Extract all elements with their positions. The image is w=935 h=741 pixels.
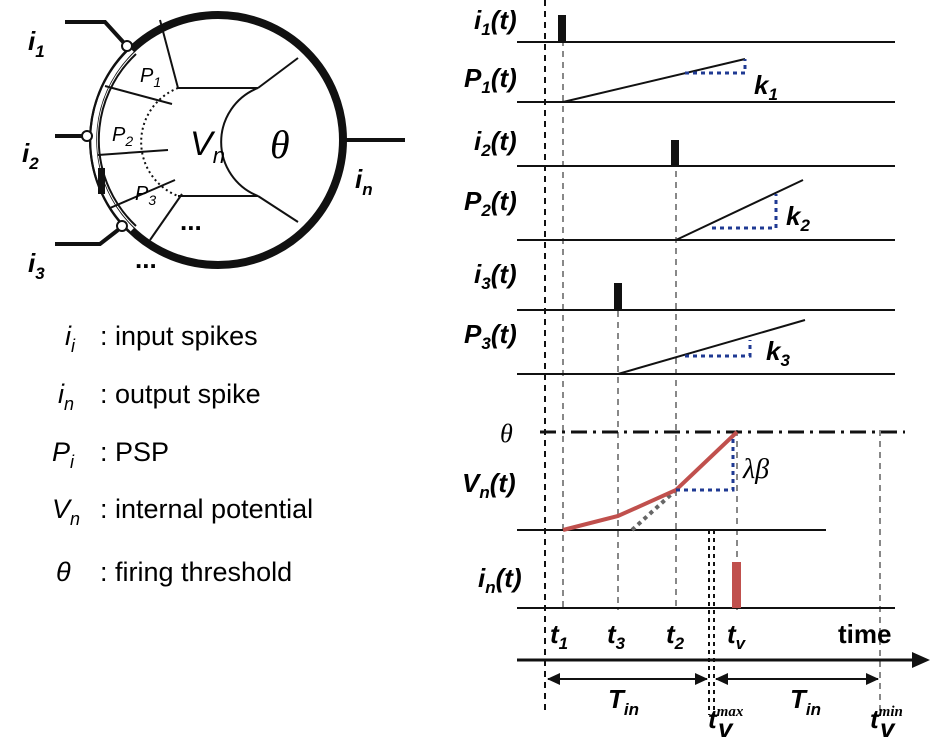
theta-compartment-edge xyxy=(220,87,259,197)
vn-dotted-arc xyxy=(140,87,179,197)
k1-label: k1 xyxy=(754,70,778,104)
tin-span-2-right-arrow-icon xyxy=(866,673,879,685)
tvmin-sub: v xyxy=(880,713,896,741)
ellipsis-outer: ... xyxy=(135,244,157,274)
time-label: time xyxy=(838,619,891,649)
k3-label: k3 xyxy=(766,336,790,370)
tvmin-label: tmin xyxy=(870,704,903,734)
legend-text: : internal potential xyxy=(100,494,313,524)
tick-tv: tv xyxy=(727,619,747,653)
legend-symbol: in xyxy=(58,379,74,414)
tin-label-2: Tin xyxy=(790,684,821,719)
psp-1-label: P1 xyxy=(140,65,161,90)
row-label-i1: i1(t) xyxy=(474,5,517,39)
row-label-vn: Vn(t) xyxy=(462,468,516,502)
tvmax-label: tmax xyxy=(708,704,744,734)
neuron-input-arc-mask xyxy=(91,48,134,232)
input-1-line xyxy=(65,20,127,46)
vn-extension-guide xyxy=(630,488,678,532)
tin-span-1-left-arrow-icon xyxy=(547,673,560,685)
legend-text: : firing threshold xyxy=(100,557,292,587)
psp-2-label: P2 xyxy=(112,124,133,149)
theta-divider-top xyxy=(257,57,299,89)
output-spike xyxy=(732,562,741,608)
p1-slope-guide xyxy=(685,59,747,75)
legend-item: ii : input spikes xyxy=(65,321,258,356)
row-label-p1: P1(t) xyxy=(464,63,517,97)
lambda-beta-label: λβ xyxy=(742,454,769,485)
psp-divider-3 xyxy=(109,179,176,209)
vn-label: Vn xyxy=(190,125,225,168)
row-label-in: in(t) xyxy=(478,563,522,597)
tin-label-1: Tin xyxy=(608,684,639,719)
input-1-label: i1 xyxy=(28,26,45,61)
psp-divider-1 xyxy=(104,85,173,105)
theta-label: θ xyxy=(270,122,290,167)
tin-span-2-left-arrow-icon xyxy=(715,673,728,685)
neuron-arc-mark xyxy=(98,168,105,194)
legend-text: : input spikes xyxy=(100,321,258,351)
row-label-i3: i3(t) xyxy=(474,259,517,293)
tick-t1: t1 xyxy=(550,619,568,653)
legend: ii : input spikes in : output spike Pi :… xyxy=(52,321,313,587)
k2-label: k2 xyxy=(786,201,810,235)
legend-symbol: θ xyxy=(56,557,71,587)
legend-text: : output spike xyxy=(100,379,261,409)
tvmax-sub: v xyxy=(718,713,734,741)
tick-t2: t2 xyxy=(666,619,685,653)
tick-t3: t3 xyxy=(607,619,626,653)
row-label-p2: P2(t) xyxy=(464,186,517,220)
time-axis-arrow-icon xyxy=(912,652,930,668)
p3-ramp xyxy=(617,319,806,375)
timing-diagram: i1(t) P1(t) i2(t) P2(t) i3(t) P3(t) Vn(t… xyxy=(462,0,930,741)
neuron-schematic: i1 i2 i3 in P1 P2 P3 Vn θ ... ... xyxy=(22,11,405,283)
input-3-line xyxy=(55,228,120,246)
synapse-3-icon xyxy=(116,220,128,232)
ellipsis-inner: ... xyxy=(180,206,202,236)
i1-spike xyxy=(558,15,566,42)
psp-divider-0 xyxy=(159,19,179,89)
p3-slope-guide xyxy=(685,340,752,358)
tin-span-1-right-arrow-icon xyxy=(695,673,708,685)
legend-item: Vn : internal potential xyxy=(52,494,313,529)
p2-ramp xyxy=(675,179,804,241)
psp-divider-2 xyxy=(97,149,169,156)
theta-divider-bottom xyxy=(257,195,299,223)
p1-ramp xyxy=(562,58,746,103)
i3-spike xyxy=(614,283,622,310)
legend-item: Pi : PSP xyxy=(52,437,169,472)
synapse-2-icon xyxy=(81,130,93,142)
threshold-label: θ xyxy=(500,419,513,448)
legend-symbol: Vn xyxy=(52,494,80,529)
row-label-i2: i2(t) xyxy=(474,126,517,160)
legend-item: in : output spike xyxy=(58,379,261,414)
synapse-1-icon xyxy=(121,40,133,52)
input-3-label: i3 xyxy=(28,248,45,283)
legend-item: θ : firing threshold xyxy=(56,557,292,587)
legend-symbol: ii xyxy=(65,321,76,356)
p2-slope-guide xyxy=(712,194,778,230)
i2-spike xyxy=(671,140,679,166)
row-label-p3: P3(t) xyxy=(464,319,517,353)
psp-3-label: P3 xyxy=(135,183,156,208)
vn-slope-guide xyxy=(676,436,735,492)
legend-symbol: Pi xyxy=(52,437,75,472)
legend-text: : PSP xyxy=(100,437,169,467)
vn-trajectory xyxy=(562,430,739,532)
output-label: in xyxy=(355,164,373,199)
psp-divider-4 xyxy=(149,193,183,241)
input-2-label: i2 xyxy=(22,138,39,173)
neuron-input-arc-inner xyxy=(97,53,137,227)
